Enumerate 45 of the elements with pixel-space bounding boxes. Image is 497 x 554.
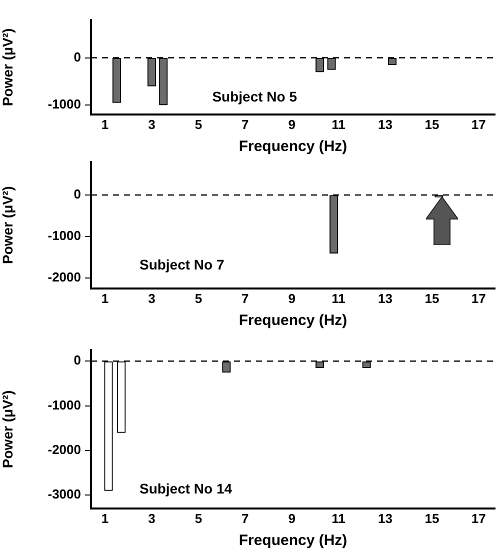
x-tick-label: 9	[288, 510, 296, 526]
x-tick-label: 1	[101, 290, 109, 306]
x-tick-label: 11	[332, 510, 346, 526]
x-tick-label: 7	[242, 510, 249, 526]
y-axis-title: Power (μV²)	[0, 186, 16, 264]
x-tick-label: 7	[242, 116, 249, 132]
y-tick-label: 0	[74, 186, 81, 202]
x-tick-label: 7	[242, 290, 249, 306]
x-tick-label: 9	[288, 116, 296, 132]
x-tick-label: 3	[148, 510, 156, 526]
x-tick-label: 5	[194, 290, 202, 306]
x-axis-title: Frequency (Hz)	[238, 138, 348, 156]
x-tick-label: 11	[332, 116, 346, 132]
y-tick-label: -1000	[48, 228, 81, 244]
y-tick-label: -2000	[48, 270, 81, 285]
x-tick-label: 17	[471, 290, 486, 306]
y-tick-label: 0	[74, 49, 81, 64]
x-tick-label: 13	[378, 290, 392, 306]
y-axis-title: Power (μV²)	[0, 390, 16, 468]
x-tick-label: 3	[148, 116, 156, 132]
y-tick-label: -3000	[48, 486, 81, 502]
x-tick-label: 13	[378, 510, 392, 526]
x-axis-title: Frequency (Hz)	[238, 312, 348, 330]
x-tick-label: 17	[471, 116, 486, 132]
y-tick-label: -1000	[48, 397, 81, 412]
annotation: Subject No 5	[212, 88, 298, 104]
x-tick-label: 15	[424, 510, 440, 526]
x-tick-label: 17	[471, 510, 486, 526]
x-tick-label: 3	[148, 290, 156, 306]
x-tick-label: 9	[288, 290, 296, 306]
x-tick-label: 5	[194, 510, 202, 526]
x-tick-label: 11	[332, 290, 346, 306]
annotation: Subject No 7	[139, 256, 224, 272]
x-tick-label: 1	[101, 510, 109, 526]
x-tick-label: 15	[424, 290, 440, 306]
x-tick-label: 5	[194, 116, 202, 132]
x-tick-label: 1	[101, 116, 109, 132]
y-tick-label: -2000	[48, 442, 81, 457]
x-tick-label: 15	[424, 116, 440, 132]
y-tick-label: -1000	[48, 96, 81, 112]
annotation: Subject No 14	[139, 480, 232, 496]
y-tick-label: 0	[74, 352, 81, 368]
x-axis-title: Frequency (Hz)	[238, 532, 348, 550]
x-tick-label: 13	[378, 116, 392, 132]
y-axis-title: Power (μV²)	[0, 28, 16, 106]
